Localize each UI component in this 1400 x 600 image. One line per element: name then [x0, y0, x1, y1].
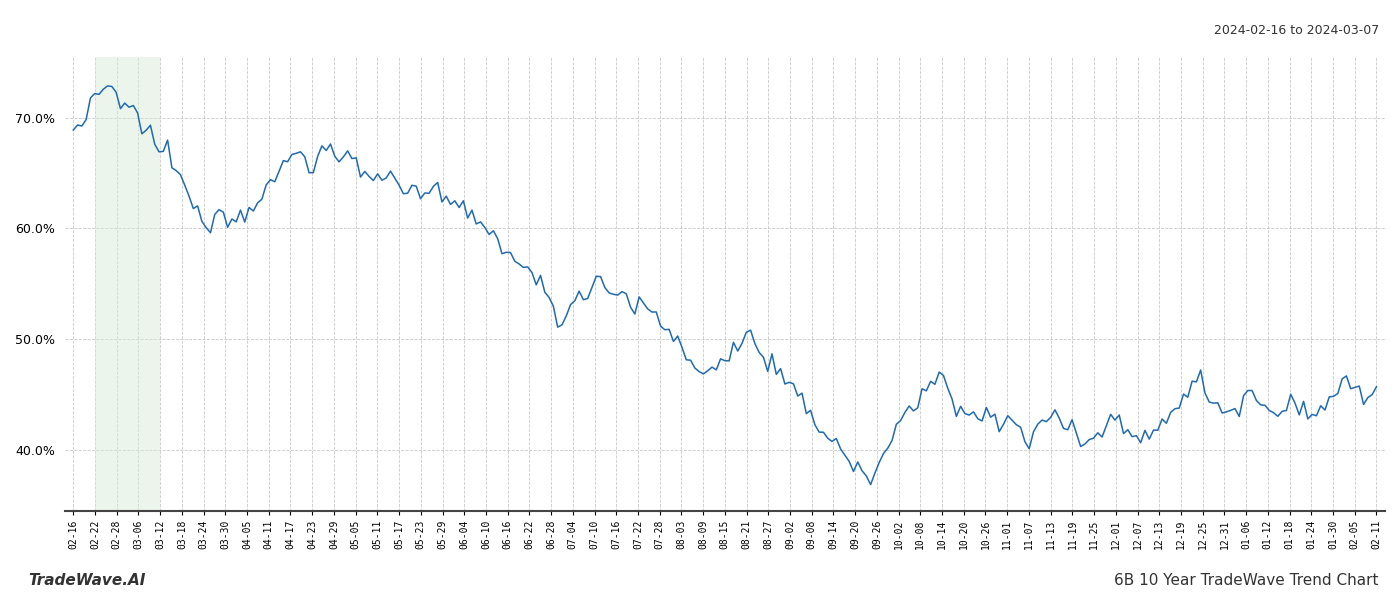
Text: 2024-02-16 to 2024-03-07: 2024-02-16 to 2024-03-07 [1214, 24, 1379, 37]
Text: TradeWave.AI: TradeWave.AI [28, 573, 146, 588]
Text: 6B 10 Year TradeWave Trend Chart: 6B 10 Year TradeWave Trend Chart [1114, 573, 1379, 588]
Bar [95, 57, 160, 511]
